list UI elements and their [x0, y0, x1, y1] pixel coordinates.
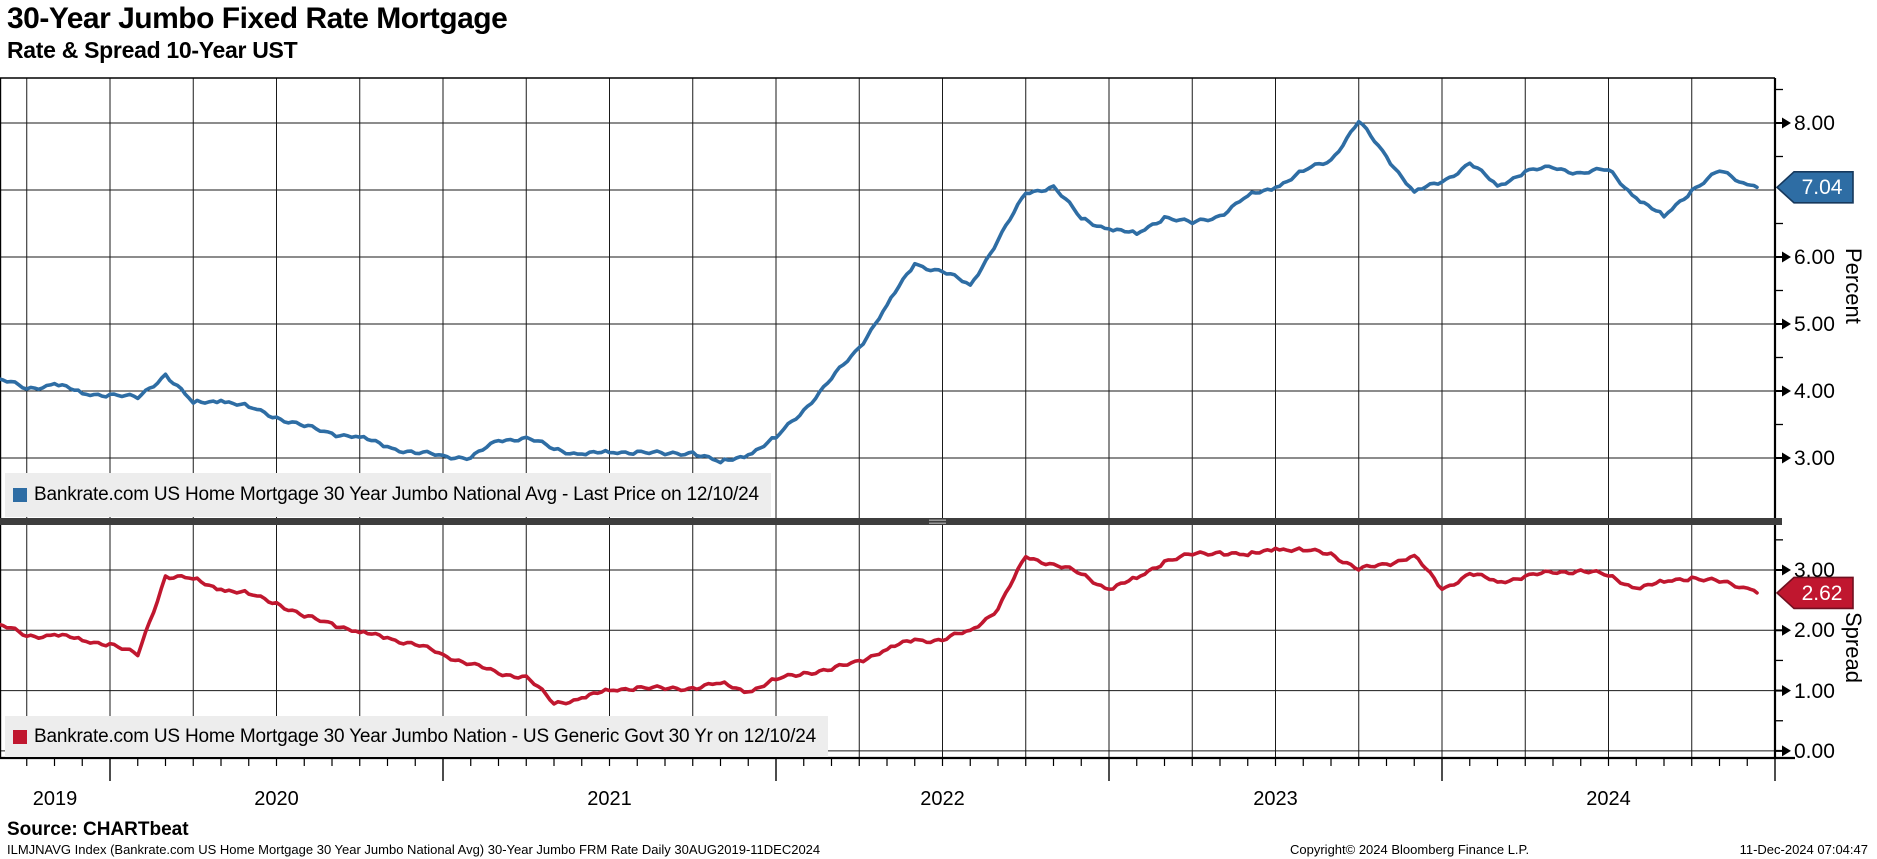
spread-ytick-1.00: 1.00 — [1794, 679, 1835, 703]
spread-badge-shape — [1775, 576, 1854, 610]
rate-ytick-3.00: 3.00 — [1794, 447, 1835, 470]
rate-axis-title: Percent — [1841, 248, 1866, 324]
footer-copyright: Copyright© 2024 Bloomberg Finance L.P. — [1290, 842, 1530, 857]
page-title: 30-Year Jumbo Fixed Rate Mortgage — [7, 2, 508, 35]
spread-series-line — [0, 546, 1759, 706]
page-subtitle: Rate & Spread 10-Year UST — [7, 37, 298, 63]
spread-ytick-0.00: 0.00 — [1794, 739, 1835, 763]
year-label-2021: 2021 — [587, 788, 632, 810]
spread-legend-label: Bankrate.com US Home Mortgage 30 Year Ju… — [34, 725, 816, 747]
year-label-2024: 2024 — [1586, 788, 1631, 810]
source-label: Source: CHARTbeat — [7, 819, 189, 840]
year-label-2020: 2020 — [254, 788, 299, 810]
rate-ytick-8.00: 8.00 — [1794, 112, 1835, 135]
rate-legend-label: Bankrate.com US Home Mortgage 30 Year Ju… — [34, 484, 759, 505]
rate-badge-shape — [1775, 171, 1854, 204]
rate-ytick-4.00: 4.00 — [1794, 380, 1835, 403]
footer-description: ILMJNAVG Index (Bankrate.com US Home Mor… — [7, 842, 821, 857]
panel-resize-handle[interactable] — [927, 518, 947, 525]
spread-ytick-3.00: 3.00 — [1794, 559, 1835, 582]
axes — [0, 77, 1795, 781]
spread-legend[interactable]: Bankrate.com US Home Mortgage 30 Year Ju… — [5, 716, 828, 757]
rate-ytick-5.00: 5.00 — [1794, 313, 1835, 336]
spread-last-price-badge: 2.62 — [1801, 581, 1843, 605]
footer-timestamp: 11-Dec-2024 07:04:47 — [1739, 842, 1868, 857]
rate-legend-swatch — [13, 488, 27, 502]
rate-last-price-badge: 7.04 — [1801, 176, 1843, 200]
spread-legend-swatch — [13, 729, 27, 744]
rate-series-line — [0, 119, 1759, 465]
year-label-2023: 2023 — [1253, 788, 1298, 810]
rate-legend[interactable]: Bankrate.com US Home Mortgage 30 Year Ju… — [5, 473, 771, 517]
spread-ytick-2.00: 2.00 — [1794, 619, 1835, 643]
year-label-2019: 2019 — [32, 788, 78, 810]
gridlines — [0, 78, 1775, 758]
year-label-2022: 2022 — [920, 788, 965, 810]
rate-ytick-6.00: 6.00 — [1794, 246, 1835, 269]
spread-axis-title: Spread — [1841, 612, 1866, 683]
